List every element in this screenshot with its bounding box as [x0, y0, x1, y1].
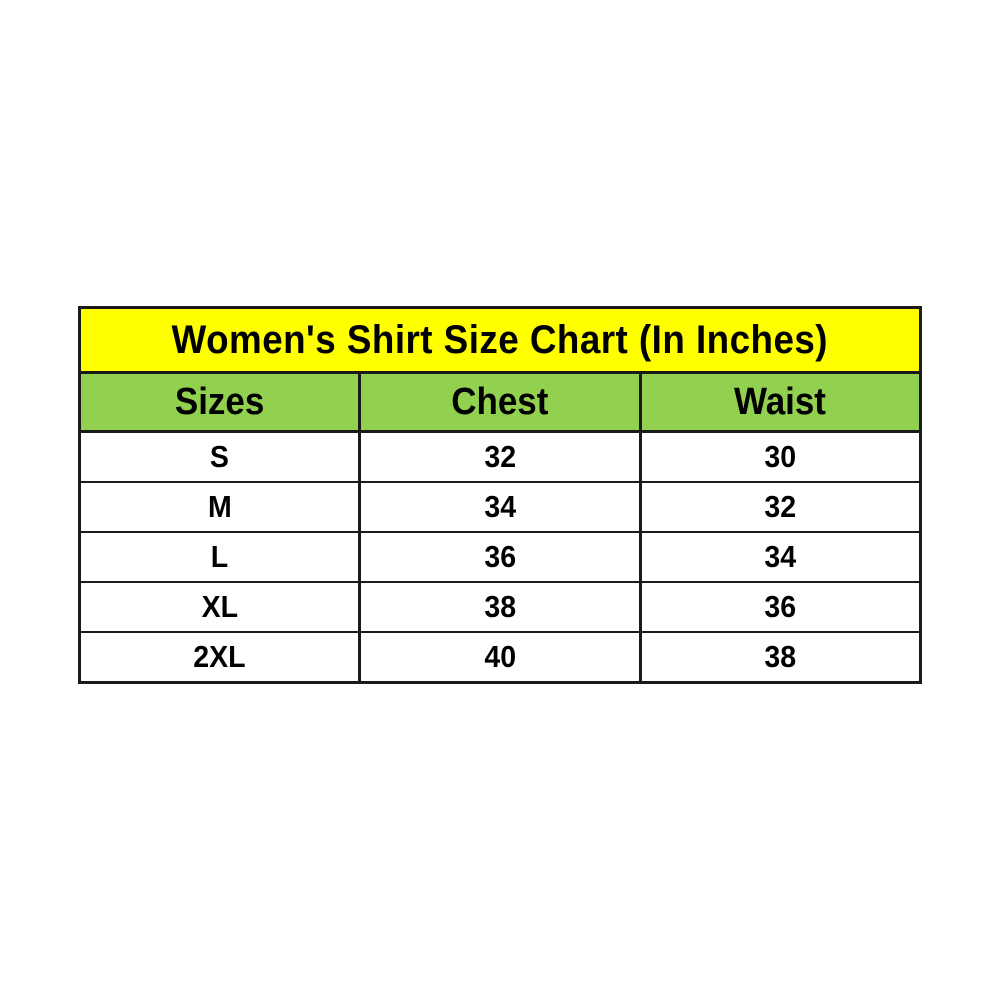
- title-row: Women's Shirt Size Chart (In Inches): [78, 306, 922, 374]
- cell-chest-text: 38: [484, 589, 516, 624]
- cell-size-text: XL: [201, 589, 238, 624]
- col-header-waist: Waist: [638, 371, 923, 433]
- col-header-sizes: Sizes: [77, 371, 362, 433]
- cell-size-text: 2XL: [193, 639, 246, 674]
- col-header-waist-text: Waist: [734, 380, 827, 423]
- cell-size: L: [77, 531, 362, 583]
- cell-chest-text: 40: [484, 639, 516, 674]
- cell-chest-text: 36: [484, 539, 516, 574]
- cell-waist: 38: [638, 631, 923, 684]
- cell-size: M: [77, 481, 362, 533]
- col-header-chest: Chest: [358, 371, 642, 433]
- cell-chest: 38: [358, 581, 642, 633]
- cell-waist: 32: [638, 481, 923, 533]
- table-row: XL 38 36: [77, 581, 923, 633]
- cell-size: S: [77, 430, 362, 483]
- table-row: S 32 30: [77, 430, 923, 483]
- cell-size-text: L: [210, 539, 229, 574]
- cell-waist-text: 30: [764, 439, 797, 474]
- cell-size: XL: [77, 581, 362, 633]
- table-row: M 34 32: [77, 481, 923, 533]
- cell-chest: 32: [358, 430, 642, 483]
- table-title-text: Women's Shirt Size Chart (In Inches): [171, 317, 829, 362]
- cell-waist-text: 34: [764, 539, 797, 574]
- cell-chest: 36: [358, 531, 642, 583]
- cell-waist-text: 38: [764, 639, 797, 674]
- cell-chest: 40: [358, 631, 642, 684]
- header-row: Sizes Chest Waist: [77, 371, 923, 433]
- cell-chest-text: 32: [484, 439, 516, 474]
- col-header-sizes-text: Sizes: [174, 380, 265, 423]
- col-header-chest-text: Chest: [451, 380, 549, 423]
- cell-size-text: M: [207, 489, 232, 524]
- size-chart-table: Women's Shirt Size Chart (In Inches) Siz…: [77, 306, 923, 684]
- table-row: L 36 34: [77, 531, 923, 583]
- cell-size: 2XL: [77, 631, 362, 684]
- cell-chest: 34: [358, 481, 642, 533]
- cell-waist-text: 36: [764, 589, 797, 624]
- table-row: 2XL 40 38: [77, 631, 923, 684]
- cell-waist: 34: [638, 531, 923, 583]
- cell-waist: 30: [638, 430, 923, 483]
- cell-chest-text: 34: [484, 489, 516, 524]
- cell-waist: 36: [638, 581, 923, 633]
- table-title: Women's Shirt Size Chart (In Inches): [78, 306, 922, 374]
- cell-waist-text: 32: [764, 489, 797, 524]
- cell-size-text: S: [210, 439, 230, 474]
